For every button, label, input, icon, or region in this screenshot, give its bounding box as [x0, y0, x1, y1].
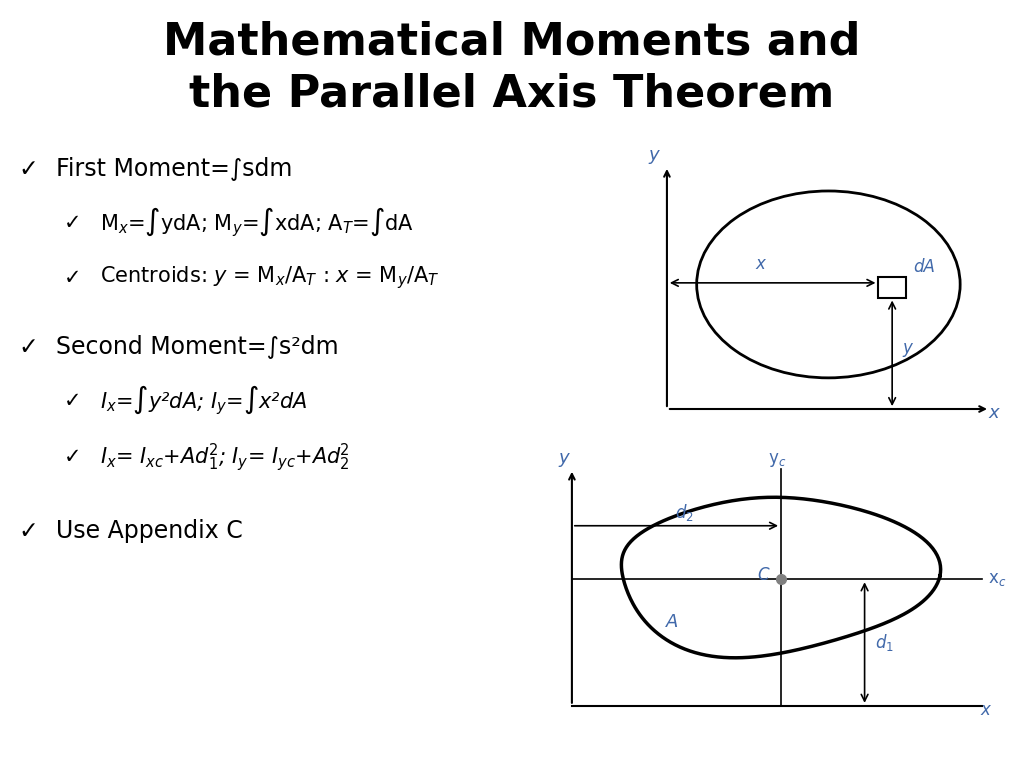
- Text: Use Appendix C: Use Appendix C: [56, 519, 243, 544]
- Text: M$_x$=∫ydA; M$_y$=∫xdA; A$_T$=∫dA: M$_x$=∫ydA; M$_y$=∫xdA; A$_T$=∫dA: [100, 206, 415, 240]
- Text: y: y: [903, 339, 912, 357]
- Text: y: y: [649, 146, 659, 164]
- Text: x$_c$: x$_c$: [988, 571, 1007, 588]
- Text: ✓: ✓: [18, 335, 38, 359]
- Text: $I_x$=∫y²dA; $I_y$=∫x²dA: $I_x$=∫y²dA; $I_y$=∫x²dA: [100, 384, 307, 418]
- Text: y$_c$: y$_c$: [768, 451, 785, 468]
- Text: C: C: [757, 566, 768, 584]
- Bar: [879, 277, 906, 298]
- Text: x: x: [981, 701, 991, 719]
- Text: ✓: ✓: [63, 391, 81, 411]
- Text: the Parallel Axis Theorem: the Parallel Axis Theorem: [189, 72, 835, 115]
- Text: ✓: ✓: [18, 519, 38, 544]
- Text: d$_2$: d$_2$: [675, 502, 694, 523]
- Text: ✓: ✓: [63, 213, 81, 233]
- Text: dA: dA: [913, 258, 935, 276]
- Text: x: x: [989, 404, 999, 422]
- Text: ✓: ✓: [63, 447, 81, 467]
- Text: ✓: ✓: [63, 268, 81, 288]
- Text: Centroids: $y$ = M$_x$/A$_T$ : $x$ = M$_y$/A$_T$: Centroids: $y$ = M$_x$/A$_T$ : $x$ = M$_…: [100, 265, 440, 291]
- Text: First Moment=∫sdm: First Moment=∫sdm: [56, 157, 293, 181]
- Text: Mathematical Moments and: Mathematical Moments and: [163, 21, 861, 64]
- Text: A: A: [666, 613, 679, 631]
- Text: y: y: [558, 449, 569, 467]
- Text: Second Moment=∫s²dm: Second Moment=∫s²dm: [56, 335, 339, 359]
- Text: ✓: ✓: [18, 157, 38, 181]
- Text: x: x: [755, 255, 765, 273]
- Text: d$_1$: d$_1$: [876, 632, 894, 653]
- Text: $I_x$= $I_{xc}$+Ad$_1^2$; $I_y$= $I_{yc}$+Ad$_2^2$: $I_x$= $I_{xc}$+Ad$_1^2$; $I_y$= $I_{yc}…: [100, 441, 350, 473]
